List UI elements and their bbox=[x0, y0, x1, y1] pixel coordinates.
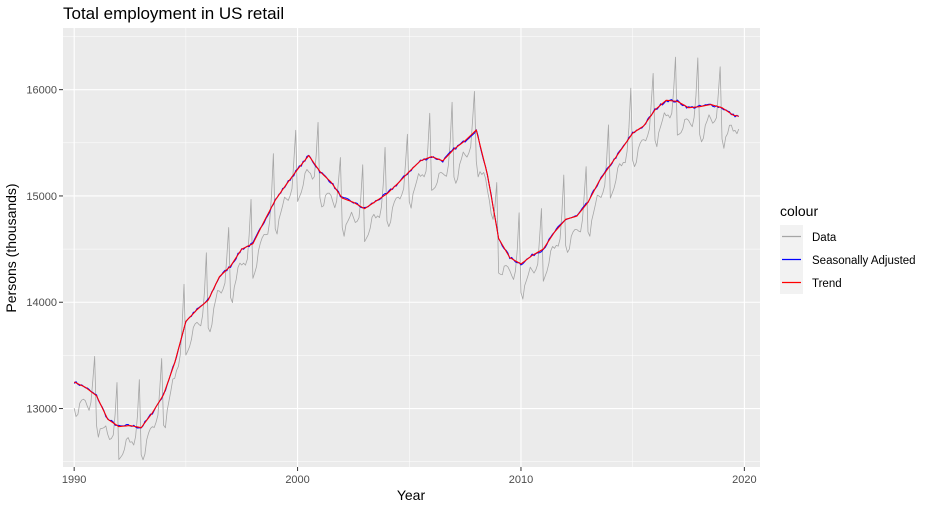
series-line-trend bbox=[73, 99, 739, 429]
legend-label: Data bbox=[812, 232, 837, 244]
grid-major bbox=[63, 28, 760, 467]
legend-label: Trend bbox=[812, 278, 842, 290]
series-layer bbox=[73, 56, 740, 461]
y-tick-label: 16000 bbox=[26, 85, 57, 97]
x-axis-label: Year bbox=[397, 487, 426, 503]
x-tick-label: 2010 bbox=[509, 474, 533, 486]
y-tick-label: 13000 bbox=[26, 404, 57, 416]
y-axis: 13000 14000 15000 16000 bbox=[26, 85, 63, 416]
legend-items: Data Seasonally Adjusted Trend bbox=[780, 225, 916, 294]
chart-title: Total employment in US retail bbox=[63, 4, 284, 23]
legend-title: colour bbox=[780, 203, 818, 219]
x-tick-label: 2000 bbox=[285, 474, 309, 486]
plot-panel bbox=[63, 28, 760, 467]
grid-minor bbox=[63, 28, 760, 467]
legend: colour Data Seasonally Adjusted Trend bbox=[780, 203, 916, 294]
legend-label: Seasonally Adjusted bbox=[812, 255, 916, 267]
y-tick-label: 14000 bbox=[26, 297, 57, 309]
x-tick-label: 2020 bbox=[732, 474, 756, 486]
x-tick-label: 1990 bbox=[62, 474, 86, 486]
y-tick-label: 15000 bbox=[26, 191, 57, 203]
x-axis: 1990 2000 2010 2020 bbox=[62, 467, 757, 486]
y-axis-label: Persons (thousands) bbox=[3, 183, 19, 312]
